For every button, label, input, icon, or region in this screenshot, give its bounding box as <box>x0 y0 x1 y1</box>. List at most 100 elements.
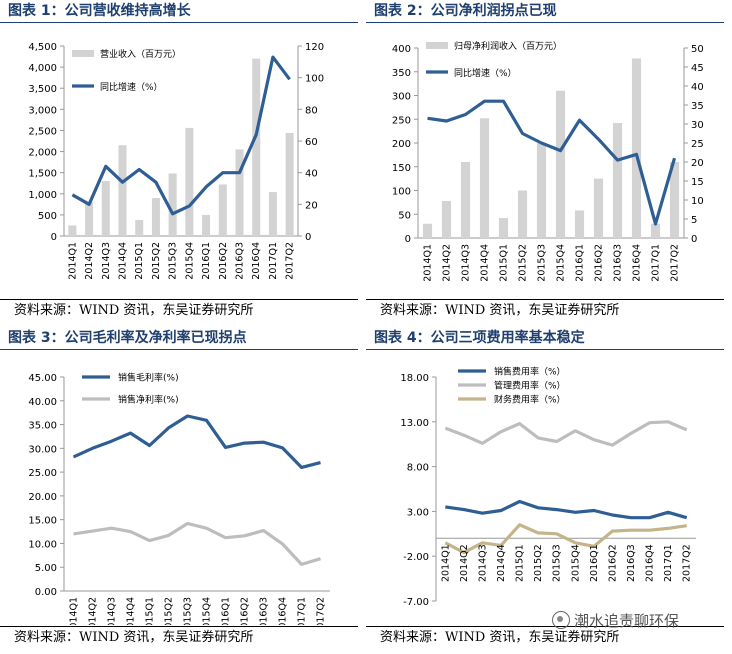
chart-source: 资料来源：WIND 资讯，东吴证券研究所 <box>14 630 254 645</box>
x-tick-label: 2014Q3 <box>107 597 118 625</box>
y-tick-label-left: 350 <box>392 68 411 79</box>
x-tick-label: 2016Q1 <box>575 244 586 282</box>
x-tick-label: 2015Q4 <box>202 597 213 625</box>
x-tick-label: 2017Q1 <box>651 244 662 282</box>
x-tick-label: 2015Q1 <box>499 244 510 282</box>
bar <box>218 184 227 236</box>
x-tick-label: 2016Q2 <box>218 242 229 280</box>
bar <box>185 127 194 236</box>
bar <box>168 173 177 236</box>
y-tick-label-left: 100 <box>392 187 411 198</box>
x-tick-label: 2015Q1 <box>134 242 145 280</box>
legend-label: 同比增速（%） <box>454 67 517 79</box>
bar <box>285 132 294 236</box>
legend-label: 同比增速（%） <box>100 81 163 93</box>
y-tick-label-right: 100 <box>305 74 324 85</box>
x-tick-label: 2015Q3 <box>168 242 179 280</box>
chart-title: 图表 2：公司净利润拐点已现 <box>374 3 557 19</box>
legend-label: 销售毛利率(%) <box>118 372 179 384</box>
x-tick-label: 2016Q1 <box>201 242 212 280</box>
bar <box>498 218 509 238</box>
legend-label: 管理费用率（%） <box>494 380 566 392</box>
bar <box>68 225 77 236</box>
x-tick-label: 2014Q4 <box>118 242 129 280</box>
y-tick-label: 13.00 <box>400 418 429 429</box>
bar <box>268 192 277 236</box>
watermark-text: 潮水追责聊环保 <box>574 612 680 630</box>
y-tick-label: 10.00 <box>28 539 57 550</box>
x-tick-label: 2016Q1 <box>589 544 600 582</box>
y-tick-label: 25.00 <box>28 468 57 479</box>
y-tick-label-left: 1,500 <box>28 169 57 180</box>
bar <box>517 190 528 238</box>
chart-source: 资料来源：WIND 资讯，东吴证券研究所 <box>380 303 620 318</box>
x-tick-label: 2014Q1 <box>69 597 80 625</box>
x-tick-label: 2017Q2 <box>316 597 327 625</box>
y-tick-label-left: 0 <box>405 234 411 245</box>
chart-source: 资料来源：WIND 资讯，东吴证券研究所 <box>380 630 620 645</box>
y-tick-label-left: 200 <box>392 139 411 150</box>
x-tick-label: 2016Q3 <box>235 242 246 280</box>
x-tick-label: 2015Q2 <box>164 597 175 625</box>
bar <box>536 143 547 238</box>
y-tick-label-left: 4,000 <box>28 63 57 74</box>
x-tick-label: 2015Q3 <box>552 544 563 582</box>
bar <box>669 162 680 238</box>
x-tick-label: 2014Q1 <box>67 242 78 280</box>
chart-panel-1: 图表 1：公司营收维持高增长 0 500 1,000 1,500 2,000 2,500 3… <box>0 0 366 325</box>
y-tick-label: 3.00 <box>407 507 429 518</box>
x-tick-label: 2014Q1 <box>423 244 434 282</box>
y-tick-label-left: 150 <box>392 163 411 174</box>
x-tick-label: 2016Q2 <box>240 597 251 625</box>
y-tick-label: 15.00 <box>28 516 57 527</box>
chart-title: 图表 4：公司三项费用率基本稳定 <box>374 330 585 346</box>
x-tick-label: 2016Q3 <box>613 244 624 282</box>
y-tick-label-right: 5 <box>691 215 697 226</box>
y-tick-label-right: 15 <box>691 177 704 188</box>
series-line <box>71 55 291 216</box>
chart-plot: 0 500 1,000 1,500 2,000 2,500 3,000 3,500 4,000 4… <box>28 42 324 280</box>
y-tick-label-right: 35 <box>691 101 704 112</box>
x-tick-label: 2015Q2 <box>518 244 529 282</box>
source-rule <box>366 299 724 300</box>
x-tick-label: 2017Q1 <box>268 242 279 280</box>
series-line <box>427 99 677 226</box>
source-rule <box>0 299 358 300</box>
y-tick-label-left: 3,500 <box>28 84 57 95</box>
chart-title: 图表 3：公司毛利率及净利率已现拐点 <box>8 330 247 346</box>
y-tick-label: -7.00 <box>403 597 429 608</box>
x-tick-label: 2017Q1 <box>297 597 308 625</box>
x-tick-label: 2014Q1 <box>440 544 451 582</box>
x-tick-label: 2015Q2 <box>151 242 162 280</box>
x-tick-label: 2017Q1 <box>663 544 674 582</box>
bar <box>151 198 160 236</box>
y-tick-label: 8.00 <box>407 463 429 474</box>
x-tick-label: 2017Q2 <box>285 242 296 280</box>
x-tick-label: 2014Q2 <box>84 242 95 280</box>
bar <box>631 58 642 239</box>
legend-label: 销售净利率(%) <box>118 394 179 406</box>
legend-label: 营业收入（百万元） <box>100 48 181 60</box>
x-tick-label: 2016Q4 <box>251 242 262 280</box>
bar <box>650 223 661 238</box>
y-tick-label: 18.00 <box>400 373 429 384</box>
y-tick-label-left: 300 <box>392 92 411 103</box>
bar <box>252 58 261 236</box>
y-tick-label-left: 0 <box>51 232 57 243</box>
y-tick-label-right: 25 <box>691 139 704 150</box>
x-tick-label: 2015Q4 <box>556 244 567 282</box>
bar <box>422 223 433 238</box>
y-tick-label: 45.00 <box>28 373 57 384</box>
x-tick-label: 2015Q4 <box>184 242 195 280</box>
x-tick-label: 2015Q3 <box>183 597 194 625</box>
x-tick-label: 2014Q2 <box>88 597 99 625</box>
x-tick-label: 2015Q1 <box>515 544 526 582</box>
x-tick-label: 2014Q2 <box>459 544 470 582</box>
source-rule <box>0 626 358 627</box>
y-tick-label-right: 40 <box>691 82 704 93</box>
legend-label: 归母净利润收入（百万元） <box>454 40 562 52</box>
x-tick-label: 2014Q4 <box>126 597 137 625</box>
y-tick-label-right: 20 <box>691 158 704 169</box>
x-tick-label: 2016Q3 <box>259 597 270 625</box>
series-line <box>72 414 321 470</box>
